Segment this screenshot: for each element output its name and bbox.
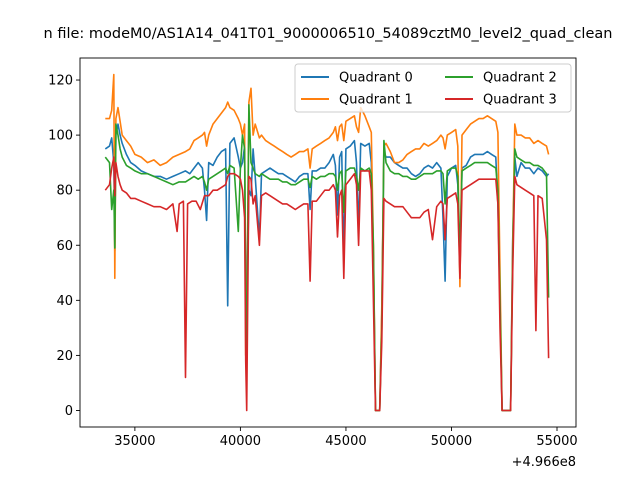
y-tick-label: 0 — [65, 404, 73, 419]
x-tick-label: 40000 — [220, 434, 261, 449]
y-tick-label: 100 — [48, 129, 73, 144]
legend-label-quadrant-1: Quadrant 1 — [339, 93, 413, 108]
series-line-quadrant-3 — [104, 156, 550, 412]
legend-label-quadrant-3: Quadrant 3 — [483, 93, 557, 108]
y-tick-label: 80 — [56, 184, 73, 199]
x-tick-label: 50000 — [431, 434, 472, 449]
series-line-quadrant-2 — [104, 104, 550, 412]
y-tick-label: 60 — [56, 239, 73, 254]
chart-title: n file: modeM0/AS1A14_041T01_9000006510_… — [44, 26, 613, 42]
legend-box — [294, 63, 572, 113]
x-tick-label: 35000 — [114, 434, 155, 449]
x-tick-label: 55000 — [536, 434, 577, 449]
legend-label-quadrant-0: Quadrant 0 — [339, 71, 413, 86]
x-tick-label: 45000 — [325, 434, 366, 449]
legend: Quadrant 0 Quadrant 1 Quadrant 2 Quadrant 3 — [294, 63, 572, 113]
y-axis: 0 20 40 60 80 100 120 — [48, 74, 80, 419]
x-axis-offset-label: +4.966e8 — [512, 455, 576, 470]
y-tick-label: 40 — [56, 294, 73, 309]
plot-area — [79, 57, 577, 428]
y-tick-label: 20 — [56, 349, 73, 364]
legend-label-quadrant-2: Quadrant 2 — [483, 71, 557, 86]
series-line-quadrant-1 — [105, 73, 550, 412]
series-line-quadrant-0 — [104, 123, 550, 412]
x-axis: 35000 40000 45000 50000 55000 — [114, 427, 578, 449]
y-tick-label: 120 — [48, 74, 73, 89]
plot-frame — [79, 57, 577, 428]
